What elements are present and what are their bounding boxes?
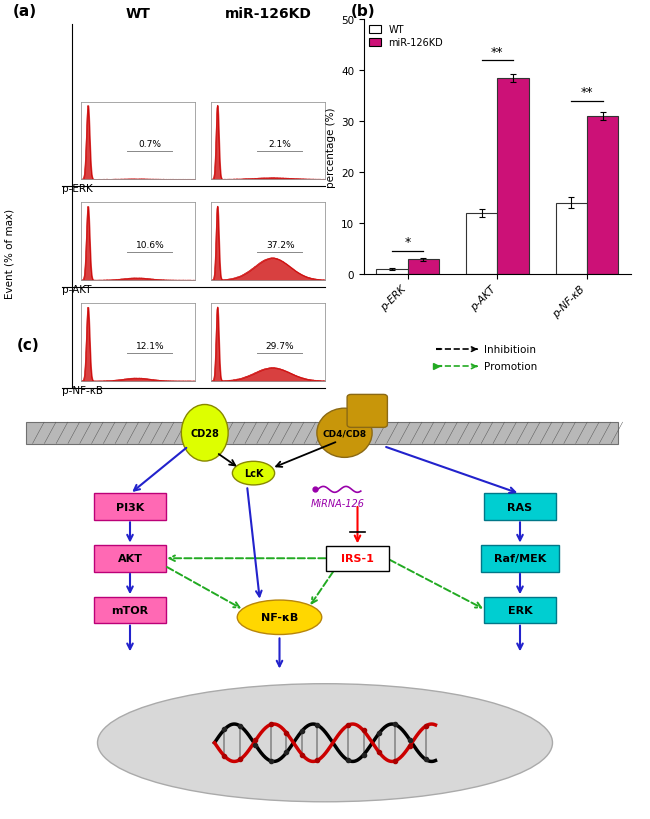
Text: **: ** <box>580 86 593 99</box>
FancyBboxPatch shape <box>94 597 166 623</box>
Text: miR-126KD: miR-126KD <box>225 7 311 20</box>
Text: 10.6%: 10.6% <box>136 241 164 250</box>
Y-axis label: percentage (%): percentage (%) <box>326 107 335 188</box>
Bar <box>556 203 587 274</box>
Text: p-AKT: p-AKT <box>62 285 91 295</box>
Bar <box>587 117 618 274</box>
Text: ERK: ERK <box>508 605 532 615</box>
FancyBboxPatch shape <box>94 545 166 572</box>
Ellipse shape <box>98 684 552 802</box>
Text: RAS: RAS <box>508 502 532 512</box>
FancyBboxPatch shape <box>484 597 556 623</box>
Ellipse shape <box>181 405 228 462</box>
Bar <box>26 423 618 444</box>
Text: 2.1%: 2.1% <box>268 140 292 149</box>
Text: (c): (c) <box>16 337 39 352</box>
Ellipse shape <box>317 409 372 458</box>
Bar <box>408 260 439 274</box>
Text: Raf/MEK: Raf/MEK <box>494 554 546 563</box>
Text: 37.2%: 37.2% <box>266 241 294 250</box>
Text: (a): (a) <box>13 4 37 19</box>
FancyBboxPatch shape <box>484 494 556 520</box>
Text: 12.1%: 12.1% <box>136 342 164 351</box>
Text: 0.7%: 0.7% <box>138 140 162 149</box>
Ellipse shape <box>233 462 274 486</box>
Text: LcK: LcK <box>244 468 263 478</box>
Legend: WT, miR-126KD: WT, miR-126KD <box>369 25 443 48</box>
FancyBboxPatch shape <box>94 494 166 520</box>
Text: IRS-1: IRS-1 <box>341 554 374 563</box>
Bar <box>376 269 408 274</box>
Text: (b): (b) <box>351 4 376 19</box>
Text: **: ** <box>491 46 504 58</box>
FancyBboxPatch shape <box>480 545 559 572</box>
Text: AKT: AKT <box>118 554 142 563</box>
Text: MiRNA-126: MiRNA-126 <box>311 498 365 508</box>
Text: Promotion: Promotion <box>484 362 538 372</box>
Text: p-ERK: p-ERK <box>62 184 92 194</box>
Text: CD28: CD28 <box>190 428 219 438</box>
Text: Inhibitioin: Inhibitioin <box>484 345 536 355</box>
Bar <box>466 214 497 274</box>
Text: NF-κB: NF-κB <box>261 613 298 622</box>
Bar <box>497 79 528 274</box>
Text: PI3K: PI3K <box>116 502 144 512</box>
Text: WT: WT <box>125 7 151 20</box>
Text: p-NF-κB: p-NF-κB <box>62 386 103 396</box>
Ellipse shape <box>237 600 322 635</box>
Text: CD4/CD8: CD4/CD8 <box>322 429 367 437</box>
FancyBboxPatch shape <box>326 546 389 571</box>
Text: *: * <box>404 236 411 249</box>
FancyBboxPatch shape <box>347 395 387 428</box>
Text: Event (% of max): Event (% of max) <box>5 209 15 298</box>
Text: 29.7%: 29.7% <box>266 342 294 351</box>
Text: mTOR: mTOR <box>111 605 149 615</box>
